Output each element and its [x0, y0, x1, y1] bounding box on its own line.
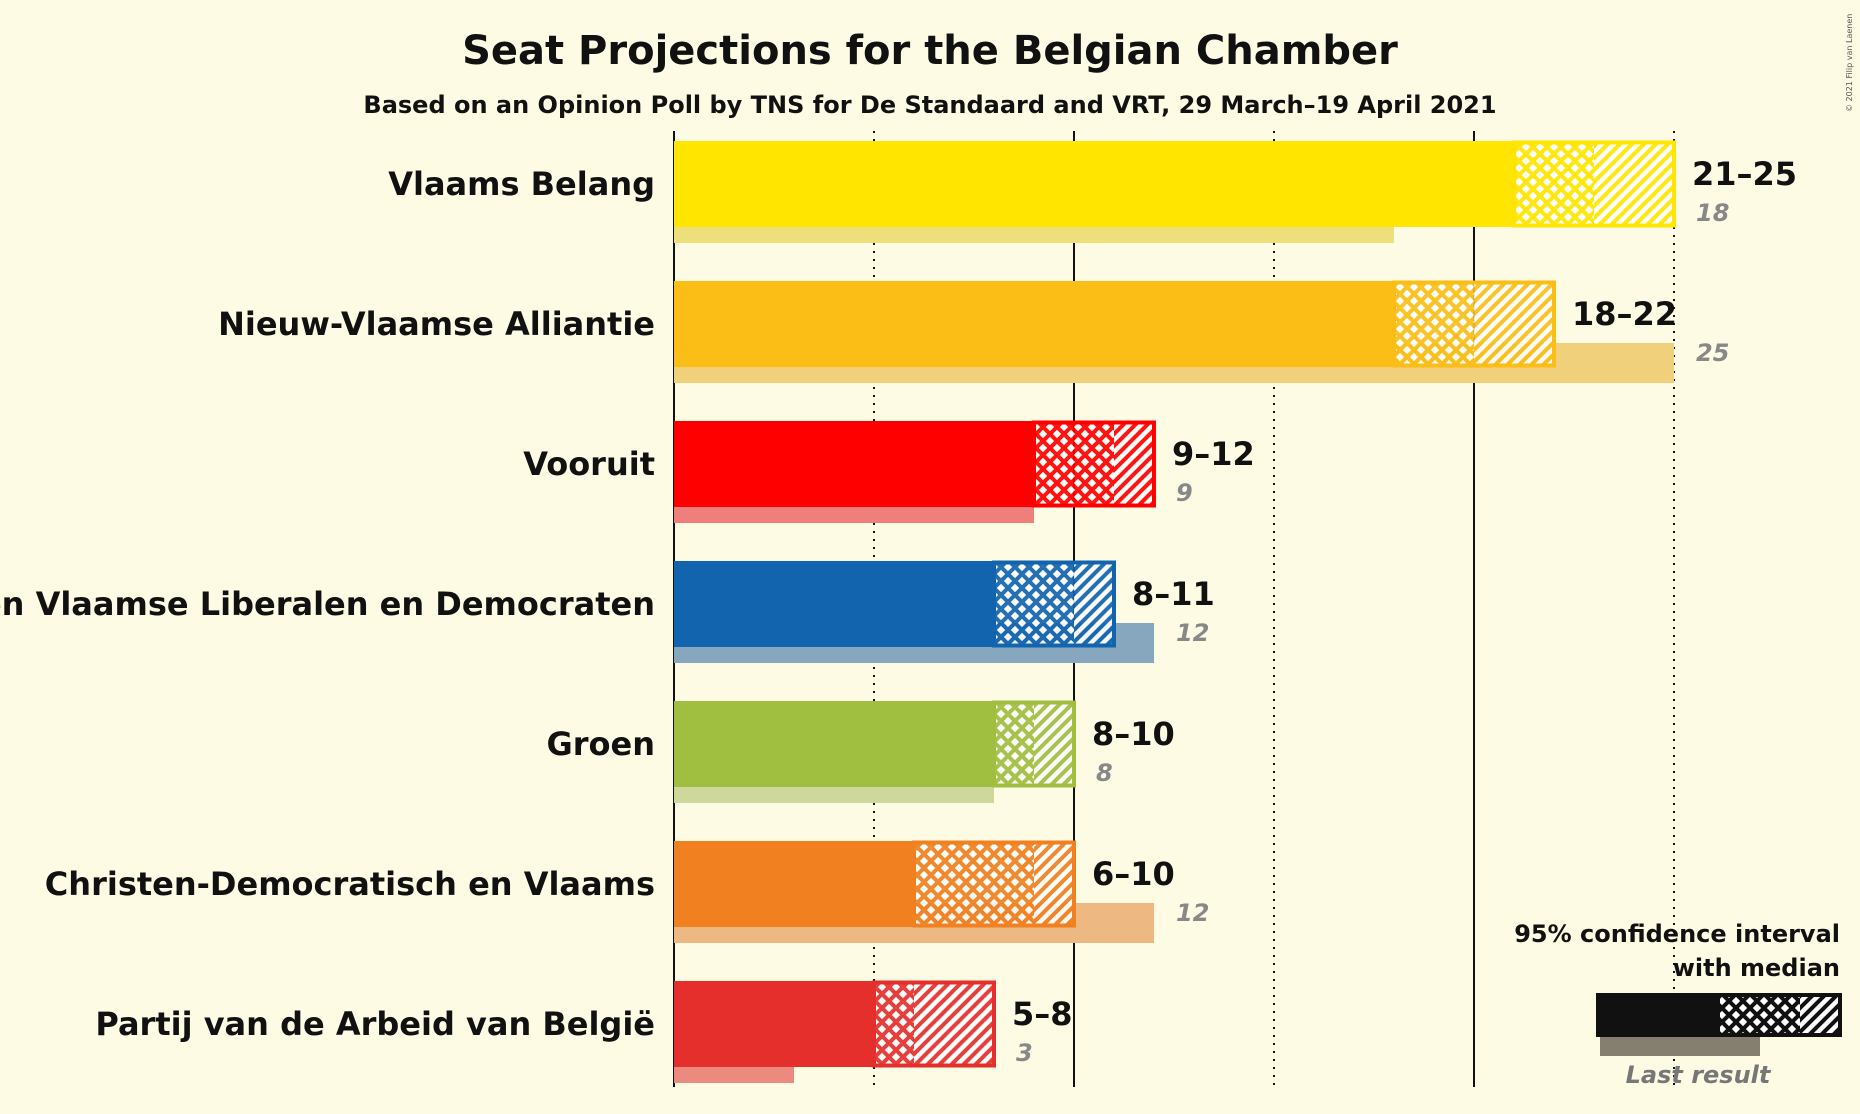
- chart-subtitle: Based on an Opinion Poll by TNS for De S…: [363, 91, 1496, 119]
- party-row: Partij van de Arbeid van België 5–8 3: [95, 980, 1073, 1083]
- ci-crosshatch-segment: [1034, 421, 1114, 507]
- last-result-label: 9: [1176, 479, 1193, 507]
- ci-crosshatch-segment: [914, 841, 1034, 927]
- projection-solid-bar: [674, 701, 994, 787]
- ci-crosshatch-segment: [994, 561, 1074, 647]
- party-label: Vlaams Belang: [388, 165, 655, 203]
- party-row: Groen 8–10 8: [546, 700, 1175, 803]
- ci-outline: [992, 560, 1116, 648]
- ci-diagonal-segment: [1034, 841, 1074, 927]
- projection-solid-bar: [674, 561, 994, 647]
- ci-diagonal-segment: [1594, 141, 1674, 227]
- ci-outline: [1512, 140, 1676, 228]
- range-label: 8–11: [1132, 575, 1215, 613]
- ci-outline: [1032, 420, 1156, 508]
- party-label: Partij van de Arbeid van België: [95, 1005, 655, 1043]
- projection-solid-bar: [674, 421, 1034, 507]
- range-label: 21–25: [1692, 155, 1797, 193]
- bars: Vlaams Belang 21–25 18 Nieuw-Vlaamse Allian…: [0, 140, 1797, 1083]
- party-label: Open Vlaamse Liberalen en Democraten: [0, 585, 655, 623]
- party-row: Nieuw-Vlaamse Alliantie 18–22 25: [218, 280, 1729, 383]
- range-label: 6–10: [1092, 855, 1175, 893]
- ci-diagonal-segment: [1074, 561, 1114, 647]
- projection-solid-bar: [674, 841, 914, 927]
- chart-title: Seat Projections for the Belgian Chamber: [462, 28, 1398, 74]
- last-result-label: 3: [1016, 1039, 1033, 1067]
- legend-line-1: 95% confidence interval: [1514, 920, 1840, 948]
- ci-diagonal-segment: [1034, 701, 1074, 787]
- party-label: Groen: [546, 725, 655, 763]
- ci-crosshatch-segment: [1394, 281, 1474, 367]
- party-label: Nieuw-Vlaamse Alliantie: [218, 305, 655, 343]
- range-label: 8–10: [1092, 715, 1175, 753]
- last-result-label: 25: [1696, 339, 1729, 367]
- ci-diagonal-segment: [914, 981, 994, 1067]
- range-label: 18–22: [1572, 295, 1677, 333]
- ci-diagonal-segment: [1474, 281, 1554, 367]
- legend-last-result-label: Last result: [1626, 1061, 1772, 1089]
- projection-solid-bar: [674, 281, 1394, 367]
- ci-crosshatch-segment: [994, 701, 1034, 787]
- legend-line-2: with median: [1673, 954, 1840, 982]
- ci-outline: [912, 840, 1076, 928]
- ci-outline: [872, 980, 996, 1068]
- party-row: Vooruit 9–12 9: [523, 420, 1255, 523]
- range-label: 9–12: [1172, 435, 1255, 473]
- party-row: Open Vlaamse Liberalen en Democraten 8–11…: [0, 560, 1215, 663]
- last-result-label: 12: [1176, 619, 1209, 647]
- copyright-text: © 2021 Filip van Laenen: [1845, 14, 1854, 112]
- ci-outline: [1392, 280, 1556, 368]
- legend: 95% confidence interval with median Last…: [1514, 920, 1842, 1089]
- ci-outline: [992, 700, 1076, 788]
- projection-solid-bar: [674, 981, 874, 1067]
- party-label: Christen-Democratisch en Vlaams: [45, 865, 655, 903]
- ci-crosshatch-segment: [874, 981, 914, 1067]
- legend-diagonal-bar: [1800, 995, 1840, 1035]
- projection-solid-bar: [674, 141, 1514, 227]
- ci-crosshatch-segment: [1514, 141, 1594, 227]
- ci-diagonal-segment: [1114, 421, 1154, 507]
- range-label: 5–8: [1012, 995, 1073, 1033]
- legend-outline: [1596, 993, 1842, 1037]
- last-result-label: 12: [1176, 899, 1209, 927]
- legend-crosshatch-bar: [1720, 995, 1800, 1035]
- legend-solid-bar: [1598, 995, 1720, 1035]
- party-row: Vlaams Belang 21–25 18: [388, 140, 1797, 243]
- last-result-label: 8: [1096, 759, 1113, 787]
- last-result-label: 18: [1696, 199, 1729, 227]
- party-label: Vooruit: [523, 445, 655, 483]
